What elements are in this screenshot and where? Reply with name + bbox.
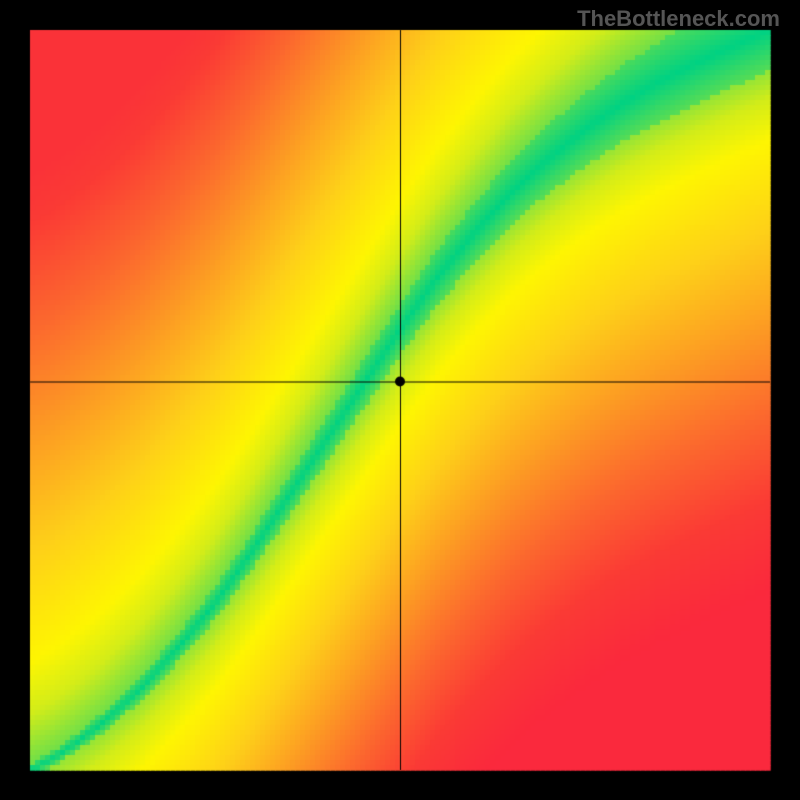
crosshair-overlay xyxy=(0,0,800,800)
watermark-text: TheBottleneck.com xyxy=(577,6,780,32)
chart-container: TheBottleneck.com xyxy=(0,0,800,800)
